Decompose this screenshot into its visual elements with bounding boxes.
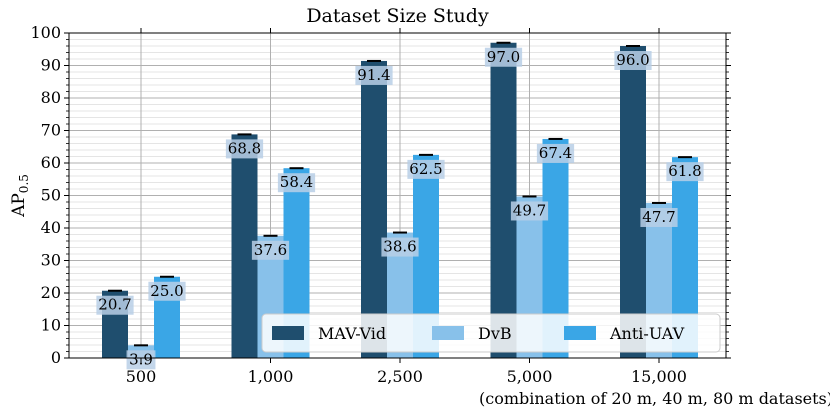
legend-swatch <box>564 326 596 340</box>
y-tick-label: 30 <box>41 251 61 270</box>
y-tick-label: 90 <box>41 56 61 75</box>
data-label-box <box>381 237 419 257</box>
chart-title: Dataset Size Study <box>306 5 489 27</box>
data-label: 49.7 <box>513 201 546 219</box>
y-tick-label: 80 <box>41 88 61 107</box>
data-label: 68.8 <box>228 139 261 157</box>
data-label: 61.8 <box>668 162 701 180</box>
x-tick-label: 5,000 <box>507 367 553 386</box>
legend-label: Anti-UAV <box>609 324 685 343</box>
data-label-box <box>484 47 523 67</box>
y-tick-label: 100 <box>30 23 61 42</box>
data-label: 62.5 <box>409 160 442 178</box>
legend: MAV-Vid DvB Anti-UAV <box>261 313 721 353</box>
x-tick-label: 15,000 <box>631 367 687 386</box>
data-label: 91.4 <box>357 66 390 84</box>
data-label-box <box>666 162 704 182</box>
y-tick-label: 10 <box>41 316 61 335</box>
data-label: 96.0 <box>616 51 649 69</box>
bar-mav-vid-3 <box>490 42 517 358</box>
y-tick-label: 20 <box>41 283 61 302</box>
data-label: 97.0 <box>487 48 520 66</box>
x-tick-label: 2,500 <box>377 367 423 386</box>
data-labels: 20.768.891.497.0 96.03.937.6 38.649.7 47.72… <box>96 47 704 370</box>
x-tick-label: 500 <box>126 367 157 386</box>
data-label: 25.0 <box>150 282 183 300</box>
y-tick-label: 50 <box>41 186 61 205</box>
data-label-box <box>148 281 186 301</box>
legend-swatch <box>432 326 464 340</box>
data-label-box <box>614 51 652 70</box>
data-label-box <box>96 295 134 315</box>
bar-mav-vid-4 <box>620 46 646 358</box>
data-label-box <box>407 159 445 179</box>
legend-label: MAV-Vid <box>318 324 386 343</box>
x-tick-label: 1,000 <box>248 367 294 386</box>
legend-box <box>261 313 721 353</box>
data-label: 47.7 <box>642 208 675 226</box>
bar-mav-vid-2 <box>361 60 387 358</box>
data-label-box <box>510 201 549 221</box>
legend-swatch <box>272 326 304 340</box>
data-label-box <box>225 139 264 159</box>
y-tick-label: 0 <box>51 348 61 367</box>
data-label-box <box>355 65 393 85</box>
data-label: 20.7 <box>98 296 131 314</box>
y-axis-label-main: AP <box>9 193 29 218</box>
data-label-box <box>640 207 678 227</box>
data-label-box <box>251 240 290 260</box>
data-label: 67.4 <box>539 144 572 162</box>
y-tick-label: 70 <box>41 121 61 140</box>
data-label: 38.6 <box>383 238 416 256</box>
data-label-box <box>536 143 575 163</box>
data-label: 37.6 <box>254 241 287 259</box>
x-axis-note: (combination of 20 m, 40 m, 80 m dataset… <box>479 389 830 408</box>
axes: 0 10 20 30 40 50 60 70 80 90 100 500 1,000 2,500 5,000… <box>30 23 731 386</box>
y-tick-label: 40 <box>41 218 61 237</box>
data-label: 58.4 <box>280 173 313 191</box>
y-axis-label: AP0.5 <box>9 174 31 218</box>
y-axis-label-subscript: 0.5 <box>17 174 31 193</box>
legend-label: DvB <box>478 324 512 343</box>
data-label-box <box>277 173 316 193</box>
y-tick-label: 60 <box>41 153 61 172</box>
